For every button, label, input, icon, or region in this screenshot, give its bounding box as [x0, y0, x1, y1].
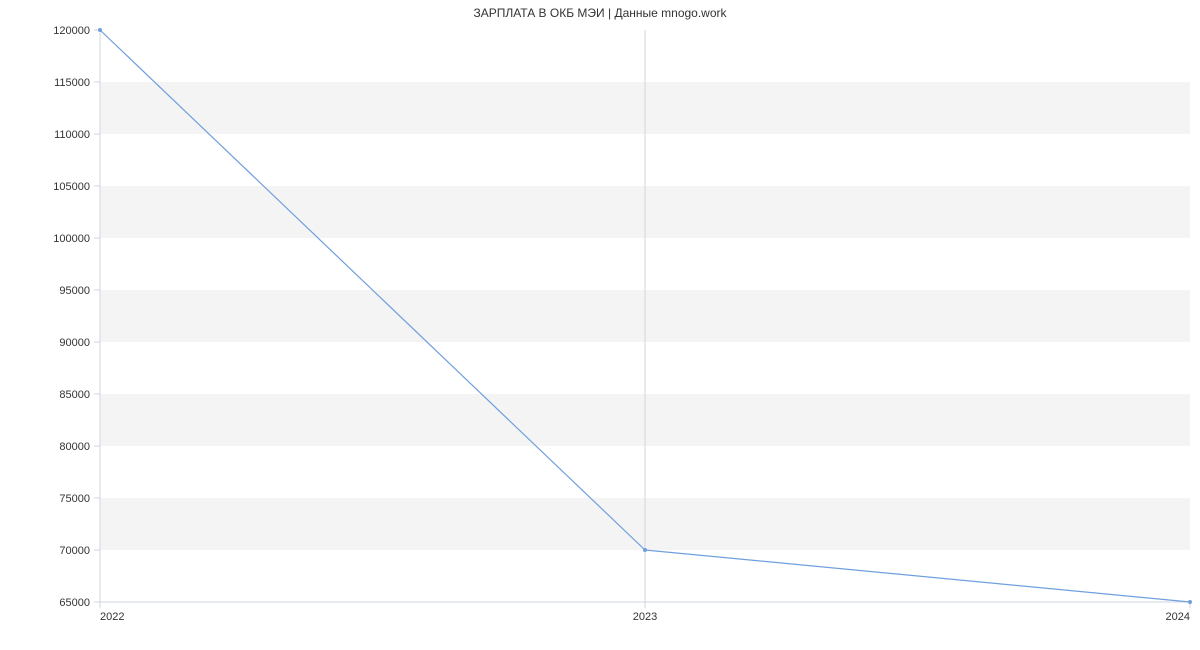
series-marker	[1188, 600, 1192, 604]
series-marker	[98, 28, 102, 32]
y-tick-label: 95000	[59, 285, 90, 297]
x-tick-label: 2022	[100, 611, 124, 623]
chart-title: ЗАРПЛАТА В ОКБ МЭИ | Данные mnogo.work	[0, 6, 1200, 20]
x-tick-label: 2023	[633, 611, 657, 623]
y-tick-label: 65000	[59, 597, 90, 609]
y-tick-label: 80000	[59, 441, 90, 453]
chart-svg: 65000 70000 75000 80000 85000 90000 95000 10000…	[0, 0, 1200, 650]
y-tick-label: 110000	[54, 129, 90, 141]
y-tick-label: 75000	[59, 493, 90, 505]
x-tick-label: 2024	[1166, 611, 1190, 623]
y-tick-label: 105000	[53, 181, 90, 193]
y-tick-label: 85000	[59, 389, 90, 401]
series-marker	[643, 548, 647, 552]
y-tick-label: 120000	[53, 25, 90, 37]
y-tick-label: 90000	[59, 337, 90, 349]
y-tick-label: 100000	[53, 233, 90, 245]
y-tick-label: 115000	[54, 77, 90, 89]
y-tick-label: 70000	[59, 545, 90, 557]
salary-chart: ЗАРПЛАТА В ОКБ МЭИ | Данные mnogo.work 6…	[0, 0, 1200, 650]
